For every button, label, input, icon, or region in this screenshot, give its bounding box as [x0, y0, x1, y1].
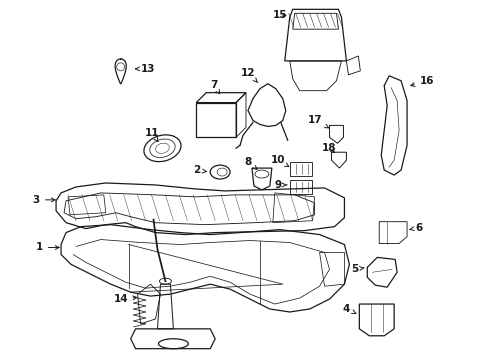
- Text: 3: 3: [33, 195, 55, 205]
- Text: 8: 8: [244, 157, 257, 170]
- Text: 9: 9: [274, 180, 286, 190]
- Text: 16: 16: [410, 76, 433, 86]
- Text: 18: 18: [322, 143, 336, 153]
- Text: 11: 11: [145, 129, 160, 141]
- Text: 6: 6: [409, 222, 422, 233]
- Text: 1: 1: [36, 243, 59, 252]
- Text: 13: 13: [135, 64, 156, 74]
- Text: 17: 17: [307, 116, 328, 128]
- Text: 10: 10: [270, 155, 288, 167]
- Text: 15: 15: [272, 10, 286, 20]
- Text: 7: 7: [210, 80, 219, 94]
- Text: 14: 14: [113, 294, 137, 304]
- Text: 4: 4: [342, 304, 355, 314]
- Text: 2: 2: [192, 165, 206, 175]
- Text: 5: 5: [350, 264, 363, 274]
- Text: 12: 12: [240, 68, 257, 82]
